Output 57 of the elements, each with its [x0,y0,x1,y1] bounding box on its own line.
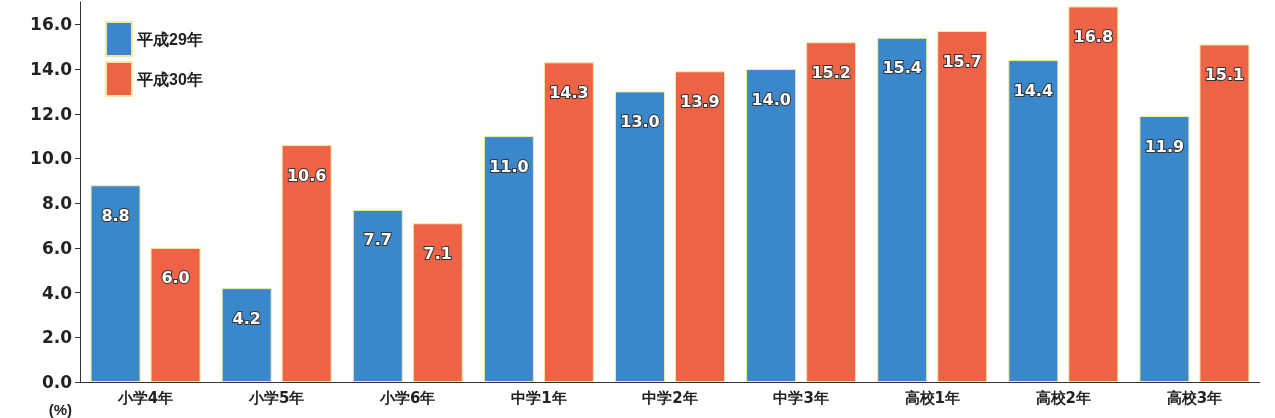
data-label: 14.4 [1013,80,1054,100]
x-tick-label: 小学6年 [379,388,436,407]
bar [1139,116,1190,382]
data-label: 6.0 [161,268,190,288]
bar [1199,44,1250,382]
bar [806,42,857,382]
y-tick-label: 14.0 [30,59,73,80]
data-label: 14.0 [751,89,791,109]
data-label: 13.0 [620,111,660,131]
data-label: 15.1 [1204,64,1245,84]
data-label: 13.9 [680,91,720,111]
y-tick-label: 10.0 [30,148,73,169]
y-tick-label: 12.0 [30,103,73,124]
data-label: 4.2 [232,308,261,328]
data-label: 15.7 [942,51,982,71]
x-tick-label: 高校2年 [1035,388,1092,407]
bar [412,223,463,382]
data-label: 7.1 [423,243,452,263]
y-tick-label: 6.0 [41,237,73,258]
bar [90,185,141,382]
bar [221,288,272,382]
bar [1008,60,1059,382]
y-tick-label: 16.0 [30,14,73,35]
bar [615,91,665,382]
x-tick-label: 高校3年 [1166,388,1223,407]
data-label: 16.8 [1073,26,1114,46]
data-label: 11.0 [489,156,529,176]
x-tick-label: 中学1年 [511,388,567,407]
data-label: 15.4 [882,58,922,78]
bar [746,69,797,382]
y-tick-label: 2.0 [41,327,73,348]
bar [1068,6,1119,382]
bar [483,136,534,382]
bar [150,247,201,382]
legend-label: 平成30年 [136,70,203,88]
bar [281,145,332,382]
bar [937,31,988,382]
y-tick-label: 0.0 [41,372,73,392]
x-tick-label: 高校1年 [904,388,960,407]
bar [352,209,403,382]
y-tick-label: 4.0 [41,282,73,303]
x-tick-label: 中学2年 [642,388,698,407]
data-label: 15.2 [811,62,851,82]
data-label: 14.3 [549,82,589,102]
y-axis-title: (%) [48,401,72,418]
x-tick-label: 小学4年 [116,388,174,407]
x-tick-label: 中学3年 [773,388,829,407]
data-label: 7.7 [363,230,392,250]
data-label: 8.8 [101,205,130,225]
legend-label: 平成29年 [136,30,203,48]
y-tick-label: 8.0 [41,193,73,214]
bar [543,62,594,382]
bar [675,71,725,382]
data-label: 10.6 [286,165,327,185]
data-label: 11.9 [1144,136,1185,156]
bar [877,37,928,382]
x-tick-label: 小学5年 [247,388,305,407]
